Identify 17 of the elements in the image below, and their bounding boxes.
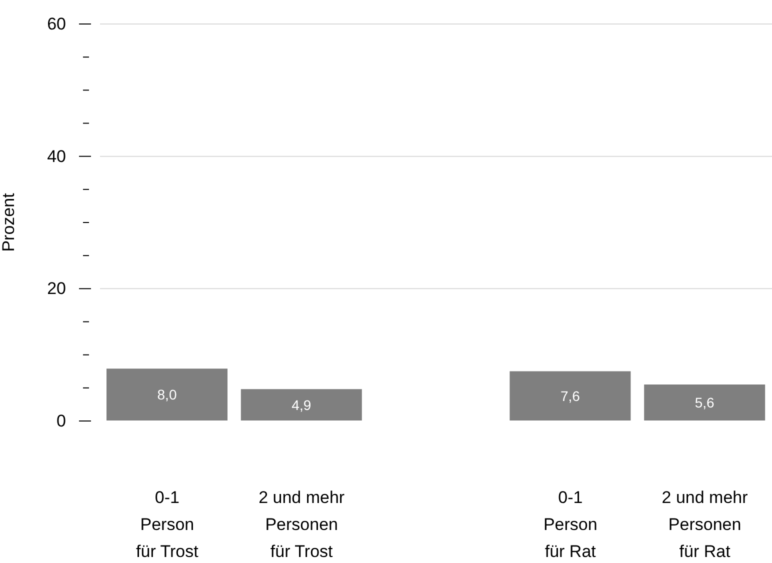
data-label: 7,6 <box>560 388 580 404</box>
data-label: 4,9 <box>292 396 312 413</box>
data-label: 5,6 <box>694 394 715 410</box>
y-tick-label: 0 <box>56 412 66 430</box>
x-tick-label: 0-1 Person für Trost <box>136 488 199 561</box>
y-tick-label: 40 <box>47 146 66 166</box>
y-tick-label: 60 <box>47 14 66 34</box>
y-tick-label: 20 <box>47 279 66 298</box>
x-tick-label: 2 und mehr Personen für Trost <box>258 488 345 561</box>
bar <box>508 370 632 421</box>
data-label: 8,0 <box>157 386 177 403</box>
bar <box>643 383 766 421</box>
x-tick-label: 0-1 Person für Rat <box>543 488 598 561</box>
bar <box>106 368 228 421</box>
x-tick-label: 2 und mehr Personen für Rat <box>662 488 748 561</box>
bar <box>240 388 363 421</box>
y-axis-title: Prozent <box>0 192 18 252</box>
